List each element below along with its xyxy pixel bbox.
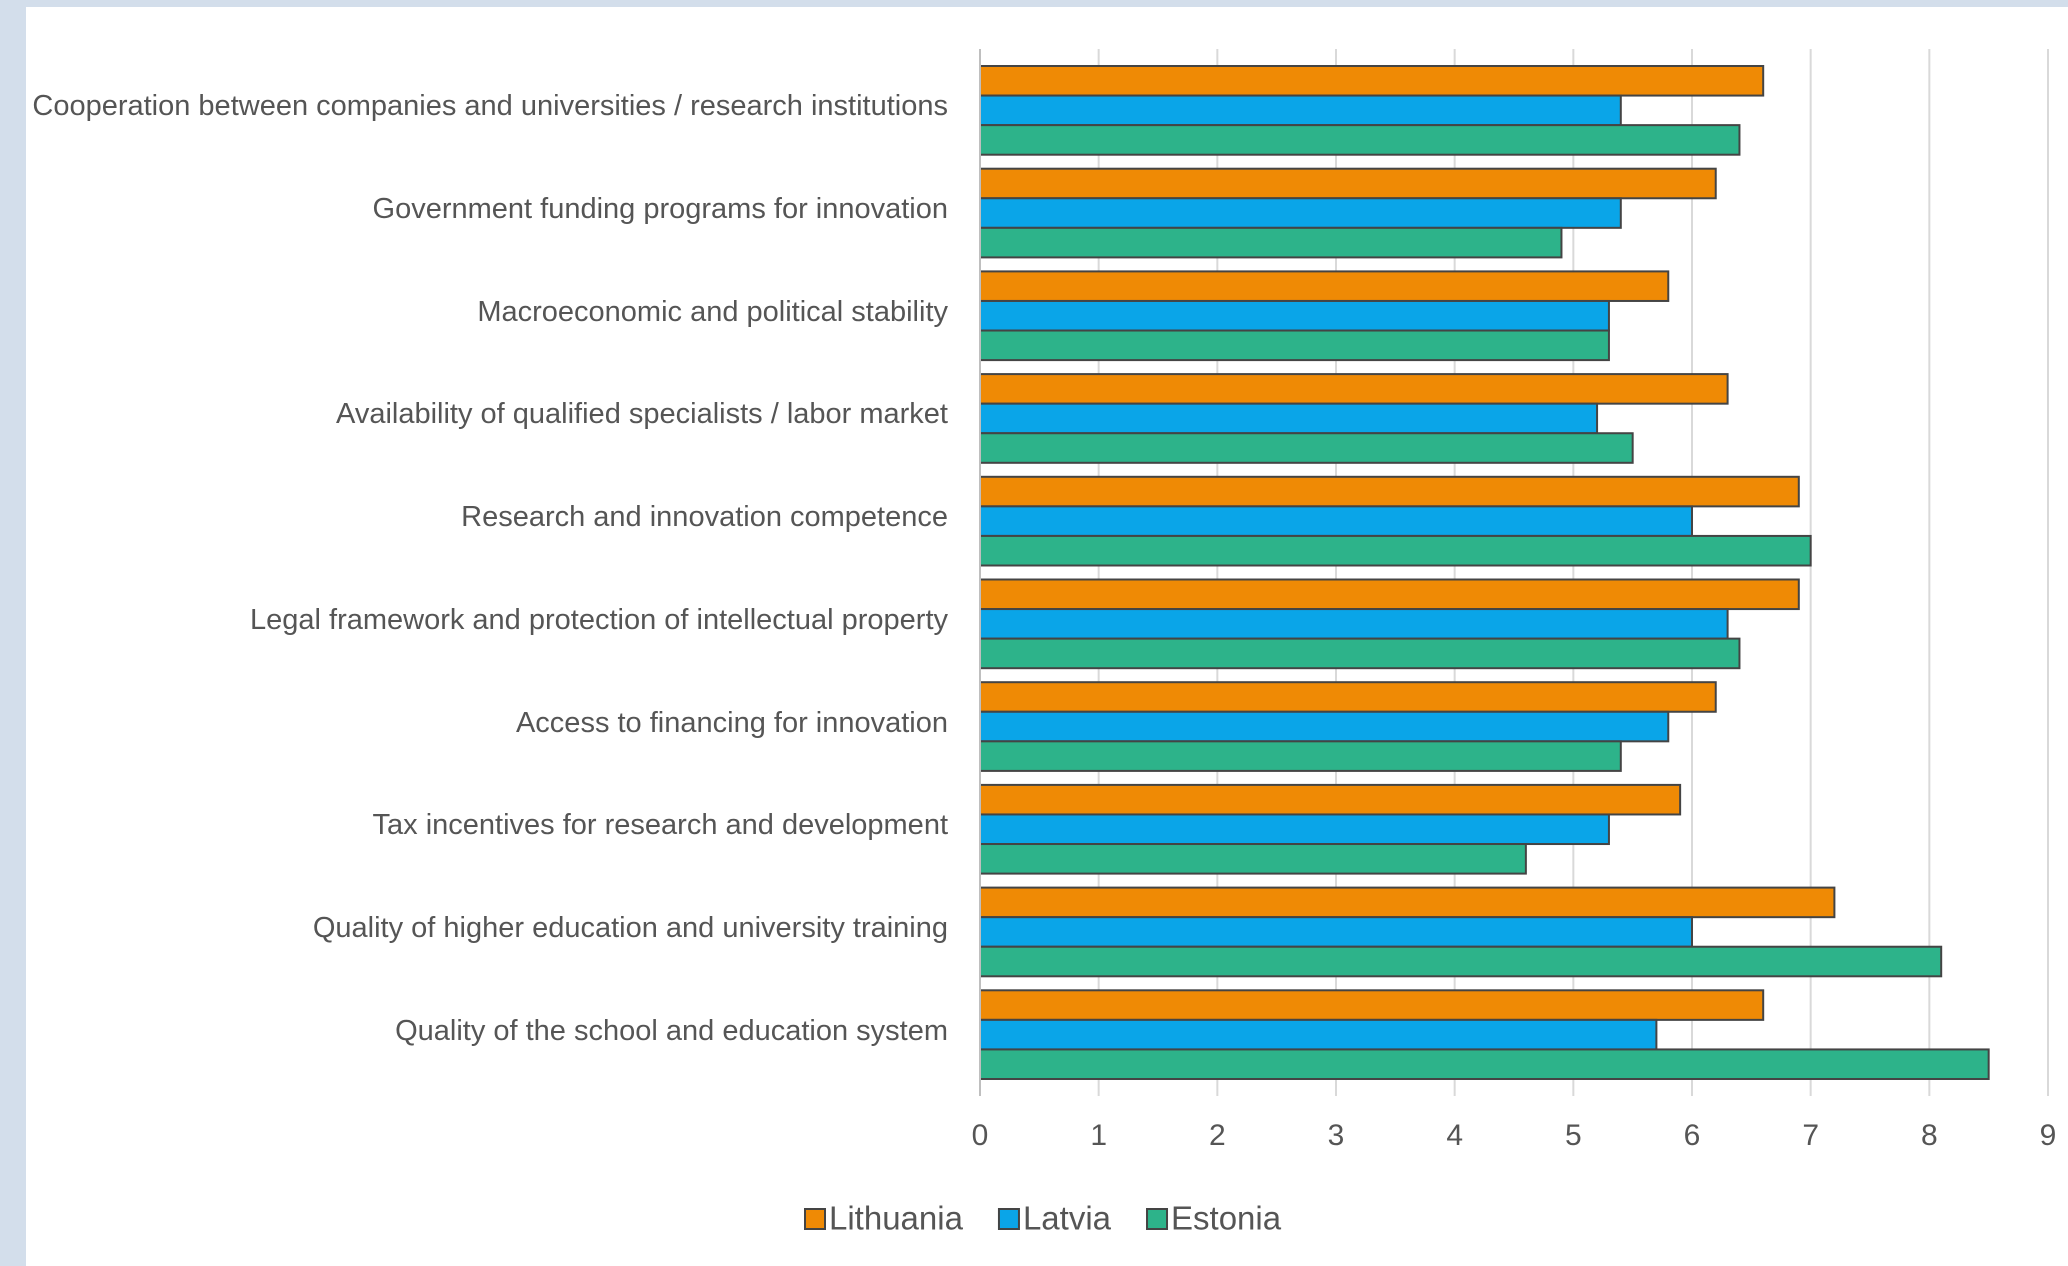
bar [979,578,1800,611]
y-tick-label: Legal framework and protection of intell… [250,603,948,636]
y-tick-label: Availability of qualified specialists / … [336,398,948,431]
bar [979,945,1943,978]
bar [979,475,1800,508]
y-tick-label: Macroeconomic and political stability [477,295,948,328]
bar [979,710,1670,743]
x-tick-label: 9 [2040,1119,2057,1152]
bar [979,270,1670,302]
bar [979,637,1741,670]
bar [979,373,1729,405]
bar [979,813,1610,846]
bar [979,783,1682,816]
bar [979,432,1634,464]
legend-swatch [1146,1208,1169,1230]
x-tick-label: 3 [1328,1119,1345,1152]
legend-label: Estonia [1171,1200,1282,1237]
x-tick-label: 0 [972,1119,989,1152]
y-tick-label: Tax incentives for research and developm… [372,809,948,842]
legend-label: Latvia [1023,1200,1112,1237]
legend-swatch [804,1208,826,1230]
bar [979,65,1765,97]
y-tick-label: Quality of the school and education syst… [395,1014,948,1047]
y-tick-label: Access to financing for innovation [515,706,948,739]
bar [979,681,1717,713]
x-tick-label: 2 [1209,1119,1226,1152]
x-tick-label: 1 [1090,1119,1107,1152]
bar [979,916,1693,948]
bar [979,740,1622,772]
bar [979,124,1741,156]
x-tick-label: 8 [1921,1119,1938,1152]
bar [979,886,1836,919]
bar [979,989,1765,1021]
x-tick-label: 4 [1446,1119,1463,1152]
bar [979,1018,1658,1051]
y-tick-label: Quality of higher education and universi… [312,911,948,944]
bar [979,197,1622,229]
bar [979,94,1622,127]
x-tick-label: 5 [1565,1119,1582,1152]
y-tick-label: Cooperation between companies and univer… [32,90,948,123]
y-tick-label: Research and innovation competence [461,501,948,534]
x-tick-label: 7 [1802,1119,1819,1152]
bar [979,226,1563,259]
bar [979,299,1610,332]
legend-swatch [997,1208,1020,1230]
bar [979,402,1599,435]
y-tick-label: Government funding programs for innovati… [372,193,948,226]
bar [979,329,1610,362]
bar [979,534,1812,567]
x-tick-label: 6 [1684,1119,1701,1152]
bar [979,843,1527,875]
legend-label: Lithuania [829,1200,964,1237]
bar [979,167,1717,200]
bar [979,1048,1990,1081]
bar [979,608,1729,640]
bar [979,505,1693,537]
